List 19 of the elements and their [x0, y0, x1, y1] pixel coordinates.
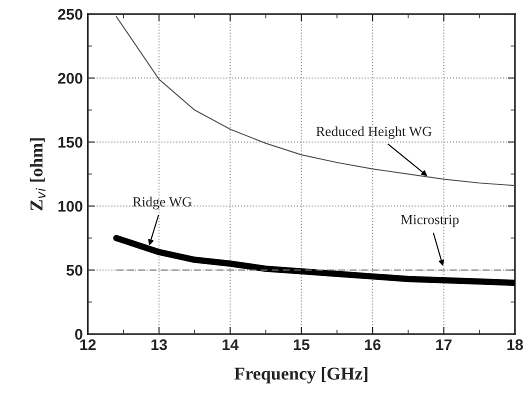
y-tick-label: 150: [58, 136, 82, 148]
x-tick-label: 13: [151, 339, 167, 350]
y-tick-label: 0: [75, 328, 82, 340]
x-tick-label: 15: [294, 339, 310, 350]
annotation: Reduced Height WG: [316, 126, 432, 139]
y-tick-label: 50: [66, 264, 82, 276]
y-tick-label: 250: [58, 8, 82, 20]
x-tick-label: 14: [222, 339, 239, 350]
x-tick-label: 18: [507, 339, 523, 350]
x-tick-label: 17: [436, 339, 452, 350]
line-series: [116, 16, 515, 186]
x-axis-title: Frequency [GHz]: [234, 367, 368, 384]
x-tick-label: 12: [80, 339, 96, 350]
annotation: Ridge WG: [132, 196, 192, 210]
y-axis-title: Z$_{vi}$ [ohm]: [30, 138, 46, 210]
y-tick-label: 100: [58, 200, 82, 212]
annotation: Microstrip: [400, 214, 459, 228]
x-tick-label: 16: [365, 339, 381, 350]
y-tick-label: 200: [58, 72, 82, 84]
